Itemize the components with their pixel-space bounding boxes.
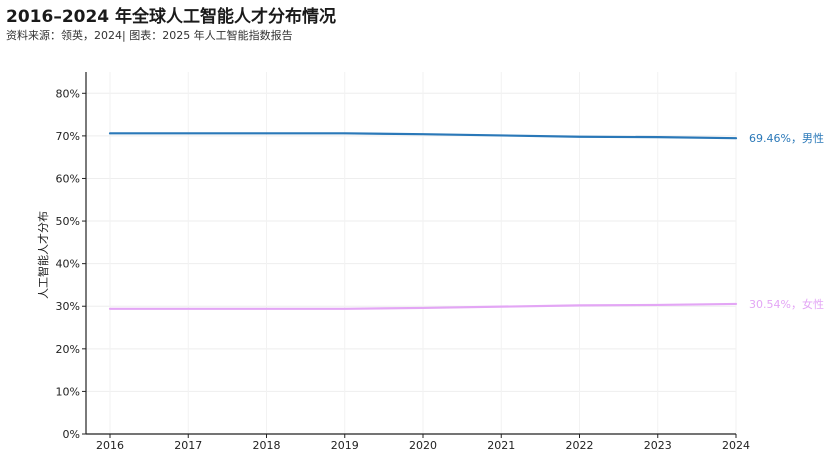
y-tick-label: 20% <box>56 343 80 356</box>
y-axis-ticks: 0% 10% 20% 30% 40% 50% 60% 70% 80% <box>56 87 86 441</box>
series-line-女性 <box>108 302 738 310</box>
x-tick-label: 2016 <box>96 439 124 452</box>
series-lines <box>108 132 738 310</box>
x-tick-label: 2021 <box>487 439 515 452</box>
end-label-男性: 69.46%，男性 <box>749 131 824 145</box>
y-tick-label: 60% <box>56 172 80 185</box>
series-line-男性 <box>108 132 738 140</box>
series-end-labels: 69.46%，男性 30.54%，女性 <box>749 131 824 311</box>
gridlines <box>86 72 737 434</box>
y-tick-label: 10% <box>56 385 80 398</box>
x-tick-label: 2020 <box>409 439 437 452</box>
y-tick-label: 70% <box>56 130 80 143</box>
y-tick-label: 80% <box>56 87 80 100</box>
y-axis-label: 人工智能人才分布 <box>36 211 50 299</box>
end-label-女性: 30.54%，女性 <box>749 297 824 311</box>
x-tick-label: 2022 <box>566 439 594 452</box>
x-tick-label: 2017 <box>174 439 202 452</box>
x-axis-ticks: 2016 2017 2018 2019 2020 2021 2022 2023 2024 <box>96 434 750 452</box>
chart-title: 2016–2024 年全球人工智能人才分布情况 <box>6 7 337 27</box>
y-tick-label: 40% <box>56 258 80 271</box>
x-tick-label: 2023 <box>644 439 672 452</box>
x-tick-label: 2019 <box>331 439 359 452</box>
x-tick-label: 2018 <box>253 439 281 452</box>
y-tick-label: 0% <box>63 428 80 441</box>
x-tick-label: 2024 <box>722 439 750 452</box>
y-tick-label: 30% <box>56 300 80 313</box>
y-tick-label: 50% <box>56 215 80 228</box>
axes <box>85 72 736 435</box>
chart-subtitle: 资料来源：领英，2024| 图表：2025 年人工智能指数报告 <box>6 29 293 42</box>
